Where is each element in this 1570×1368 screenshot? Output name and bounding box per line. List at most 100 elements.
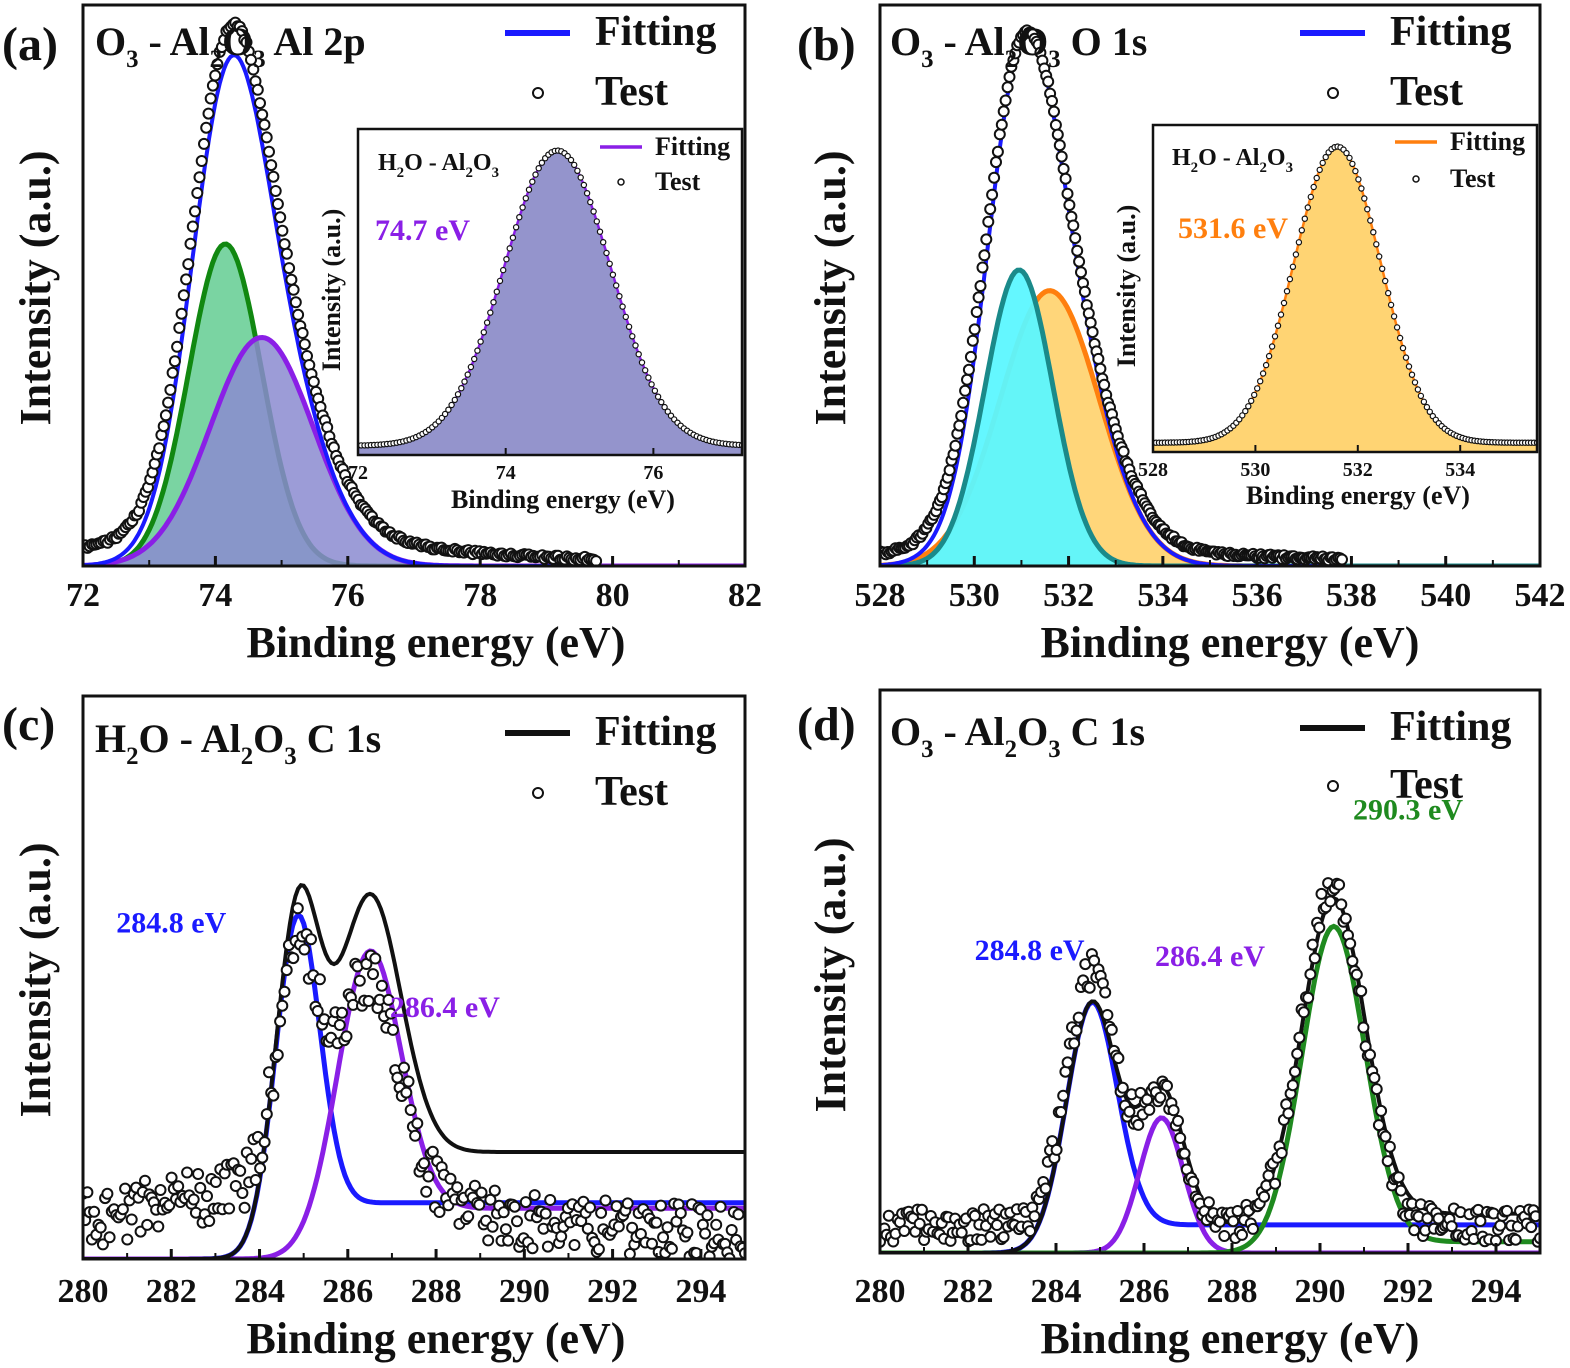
test-point xyxy=(247,63,260,76)
x-tick-label: 528 xyxy=(855,577,906,614)
inset-test-point xyxy=(451,396,458,404)
test-point xyxy=(154,1184,167,1196)
test-point xyxy=(1335,898,1348,911)
inset-test-point xyxy=(1274,322,1282,329)
test-point xyxy=(486,1220,499,1233)
title-subscript: 3 xyxy=(1286,160,1293,176)
test-point xyxy=(1500,1204,1513,1217)
title-part: O xyxy=(1267,145,1286,171)
test-point xyxy=(1075,266,1087,279)
title-subscript: 2 xyxy=(241,743,253,770)
test-point xyxy=(1154,1091,1167,1104)
inset-test-point xyxy=(1301,215,1309,222)
test-point xyxy=(1379,1130,1392,1143)
test-point xyxy=(426,1145,439,1158)
inset-x-axis-label: Binding energy (eV) xyxy=(1246,481,1470,510)
test-point xyxy=(256,1151,269,1164)
panel-letter: (c) xyxy=(2,698,55,751)
inset-test-point xyxy=(529,178,536,185)
test-point xyxy=(369,952,382,965)
inset-test-point xyxy=(1277,311,1285,318)
test-point xyxy=(1293,1031,1306,1044)
test-point xyxy=(187,1193,200,1206)
inset-test-point xyxy=(1396,334,1404,342)
test-point xyxy=(1057,1089,1070,1102)
x-tick-label: 284 xyxy=(1031,1273,1082,1310)
test-point xyxy=(101,1187,114,1200)
test-point xyxy=(1375,1104,1388,1117)
test-point xyxy=(251,83,264,96)
test-point xyxy=(626,1221,639,1234)
test-point xyxy=(258,118,271,131)
x-tick-label: 282 xyxy=(943,1273,994,1310)
x-axis-label: Binding energy (eV) xyxy=(247,1314,626,1363)
test-point xyxy=(96,1238,109,1251)
legend-marker-swatch xyxy=(532,787,544,799)
test-point xyxy=(311,1005,324,1017)
test-point xyxy=(1084,316,1097,329)
inset-test-point xyxy=(1256,378,1264,385)
test-point xyxy=(986,188,999,201)
title-subscript: 2 xyxy=(1005,736,1017,763)
test-point xyxy=(375,979,388,992)
inset-test-point xyxy=(1250,391,1258,399)
test-point xyxy=(568,1239,581,1251)
x-tick-label: 292 xyxy=(587,1273,638,1310)
test-point xyxy=(1123,1105,1136,1118)
inset-test-point xyxy=(1307,193,1315,201)
title-subscript: 3 xyxy=(1048,736,1060,763)
inset-test-point xyxy=(1265,352,1273,360)
y-axis-label: Intensity (a.u.) xyxy=(11,842,60,1117)
test-point xyxy=(274,1015,287,1028)
test-point xyxy=(990,156,1002,169)
inset-peak-label: 74.7 eV xyxy=(375,214,470,247)
test-point xyxy=(271,198,284,210)
x-axis: 280 282 284 286 288 290 292 294 xyxy=(58,1249,726,1310)
inset-x-tick-label: 530 xyxy=(1240,459,1270,481)
inset-test-point xyxy=(590,208,597,215)
x-tick-label: 72 xyxy=(66,577,100,614)
test-point xyxy=(152,1220,165,1233)
inset-test-point xyxy=(1373,241,1380,248)
inset-test-point xyxy=(519,204,526,211)
legend: Fitting Test xyxy=(505,709,716,815)
title-part: O 1s xyxy=(1061,19,1148,64)
test-point xyxy=(966,334,979,347)
inset-test-point xyxy=(1378,265,1386,272)
y-axis-label: Intensity (a.u.) xyxy=(806,837,855,1112)
plot-frame xyxy=(81,694,747,1261)
inset-test-point xyxy=(1253,385,1261,392)
test-point xyxy=(710,1218,723,1231)
inset-test-point xyxy=(1381,277,1389,285)
test-point xyxy=(404,1104,417,1116)
test-point xyxy=(367,968,379,981)
test-point xyxy=(497,1206,510,1219)
title-part: O - Al xyxy=(139,716,241,761)
inset-test-points xyxy=(1153,143,1537,446)
inset-test-point xyxy=(483,319,491,326)
inset-test-point xyxy=(506,245,513,252)
x-tick-label: 282 xyxy=(146,1273,197,1310)
legend-marker-swatch xyxy=(532,87,544,99)
test-point xyxy=(211,58,224,71)
inset-test-point xyxy=(1289,263,1297,270)
inset-test-point xyxy=(574,167,581,174)
inset-test-point xyxy=(1358,185,1365,192)
title-part: Al 2p xyxy=(266,19,366,64)
inset-test-point xyxy=(629,333,636,340)
inset-test-point xyxy=(1319,159,1326,167)
inset-test-point xyxy=(503,256,510,263)
inset-plot-area xyxy=(358,147,742,455)
test-point xyxy=(526,1242,539,1255)
title-part: O xyxy=(890,19,921,64)
x-tick-label: 284 xyxy=(234,1273,285,1310)
test-point xyxy=(999,94,1012,107)
inset-test-point xyxy=(616,293,623,300)
test-point xyxy=(125,1213,138,1226)
test-point xyxy=(898,1225,911,1237)
inset-test-point xyxy=(1298,227,1306,234)
test-point xyxy=(665,1242,678,1255)
panel-title: H2O - Al2O3 C 1s xyxy=(95,716,381,770)
test-point xyxy=(508,1200,521,1213)
test-point xyxy=(955,409,968,422)
